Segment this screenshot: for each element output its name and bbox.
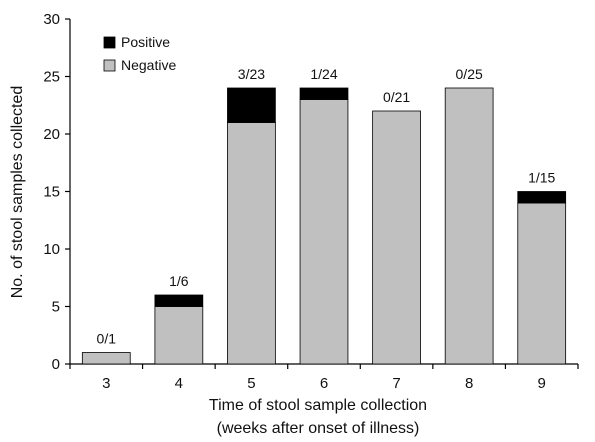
y-tick-label: 20 xyxy=(43,126,60,143)
y-tick-label: 10 xyxy=(43,241,60,258)
bar-negative-week-4 xyxy=(154,306,204,365)
x-tick-label: 9 xyxy=(538,375,546,392)
data-labels: 0/1 1/6 3/23 1/24 0/21 0/25 1/15 xyxy=(97,66,556,347)
y-tick-label: 15 xyxy=(43,184,60,201)
bar-negative-week-9 xyxy=(517,202,567,365)
bar-negative-week-5 xyxy=(227,122,276,365)
x-axis: 3 4 5 6 7 8 9 xyxy=(69,363,579,392)
legend-swatch-negative xyxy=(103,59,116,72)
x-tick-label: 5 xyxy=(247,375,255,392)
data-label-week-9: 1/15 xyxy=(528,170,555,186)
bar-positive-week-6 xyxy=(299,87,349,100)
y-tick-label: 0 xyxy=(52,356,60,373)
bar-negative-week-7 xyxy=(372,110,421,365)
legend-label-positive: Positive xyxy=(121,34,170,50)
y-tick-label: 5 xyxy=(52,299,60,316)
y-tick-label: 25 xyxy=(43,69,60,86)
x-tick-label: 6 xyxy=(320,375,328,392)
bar-positive-week-5 xyxy=(227,87,276,123)
y-tick-label: 30 xyxy=(43,11,60,28)
bar-negative-week-6 xyxy=(299,99,349,365)
data-label-week-7: 0/21 xyxy=(383,89,410,105)
x-tick-label: 7 xyxy=(392,375,400,392)
bar-negative-week-8 xyxy=(444,87,494,365)
x-tick-label: 3 xyxy=(102,375,110,392)
x-axis-label-line1: Time of stool sample collection xyxy=(209,397,427,414)
legend-swatch-positive xyxy=(103,36,116,49)
bar-positive-week-9 xyxy=(517,191,567,204)
x-tick-label: 4 xyxy=(175,375,183,392)
bars xyxy=(81,87,567,365)
y-axis-label: No. of stool samples collected xyxy=(9,86,26,299)
bar-positive-week-4 xyxy=(154,294,204,307)
bar-negative-week-3 xyxy=(81,352,131,365)
legend-label-negative: Negative xyxy=(121,57,176,73)
y-axis: 0 5 10 15 20 25 30 xyxy=(43,11,71,373)
data-label-week-6: 1/24 xyxy=(310,66,337,82)
x-tick-label: 8 xyxy=(465,375,473,392)
data-label-week-8: 0/25 xyxy=(456,66,483,82)
x-axis-label-line2: (weeks after onset of illness) xyxy=(217,420,420,437)
data-label-week-3: 0/1 xyxy=(97,331,117,347)
legend: Positive Negative xyxy=(103,34,176,73)
data-label-week-4: 1/6 xyxy=(169,273,189,289)
data-label-week-5: 3/23 xyxy=(238,66,265,82)
